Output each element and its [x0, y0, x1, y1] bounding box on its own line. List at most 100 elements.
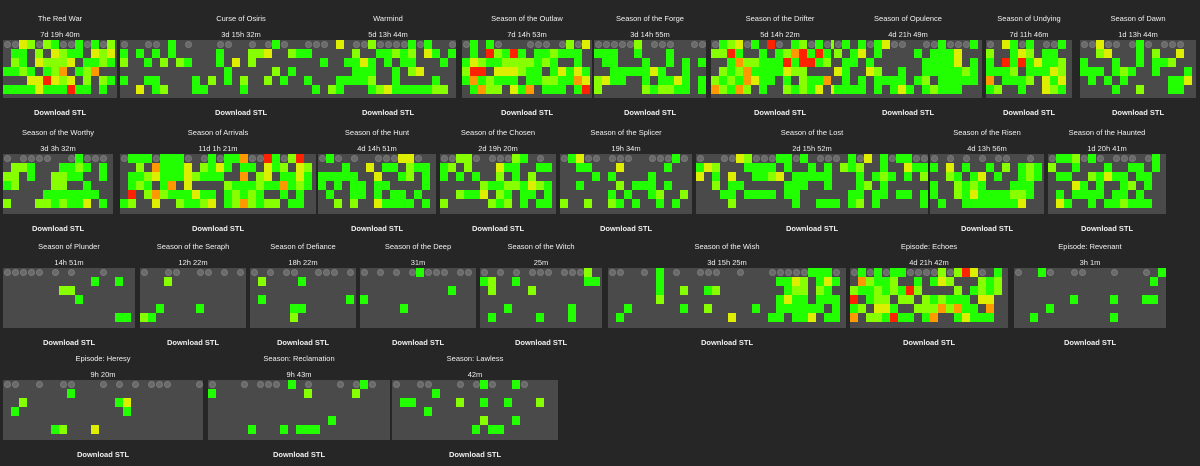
heatmap-cell: [1050, 49, 1058, 58]
triumph-icon: [527, 41, 534, 48]
heatmap-cell: [422, 181, 430, 190]
heatmap-cell: [864, 154, 872, 163]
heatmap-cell: [712, 163, 720, 172]
heatmap-cell: [368, 40, 376, 49]
heatmap-cell: [658, 67, 666, 76]
download-stl-button[interactable]: Download STL: [1111, 108, 1165, 117]
season-playtime: 11d 1h 21m: [198, 144, 238, 153]
heatmap-cell: [1064, 172, 1072, 181]
heatmap-cell: [224, 76, 232, 85]
heatmap-cell: [799, 40, 807, 49]
heatmap-cell: [584, 163, 592, 172]
download-stl-button[interactable]: Download STL: [753, 108, 807, 117]
triumph-icon: [457, 381, 464, 388]
download-stl-button[interactable]: Download STL: [76, 450, 130, 459]
heatmap-cell: [83, 181, 91, 190]
download-stl-button[interactable]: Download STL: [514, 338, 568, 347]
download-stl-button[interactable]: Download STL: [448, 450, 502, 459]
activity-heatmap: [3, 268, 135, 328]
heatmap-cell: [478, 67, 486, 76]
download-stl-button[interactable]: Download STL: [623, 108, 677, 117]
download-stl-button[interactable]: Download STL: [500, 108, 554, 117]
heatmap-cell: [816, 277, 824, 286]
heatmap-cell: [634, 40, 642, 49]
heatmap-cell: [542, 49, 550, 58]
heatmap-cell: [1050, 85, 1058, 94]
download-stl-button[interactable]: Download STL: [33, 108, 87, 117]
triumph-icon: [265, 41, 272, 48]
download-stl-button[interactable]: Download STL: [960, 224, 1014, 233]
heatmap-cell: [424, 40, 432, 49]
download-stl-button[interactable]: Download STL: [391, 338, 445, 347]
triumph-icon: [1049, 155, 1056, 162]
heatmap-cell: [43, 40, 51, 49]
download-stl-button[interactable]: Download STL: [599, 224, 653, 233]
triumph-icon: [377, 41, 384, 48]
download-stl-button[interactable]: Download STL: [166, 338, 220, 347]
heatmap-cell: [970, 268, 978, 277]
download-stl-button[interactable]: Download STL: [361, 108, 415, 117]
heatmap-cell: [880, 163, 888, 172]
heatmap-cell: [986, 67, 994, 76]
heatmap-cell: [432, 76, 440, 85]
heatmap-cell: [874, 304, 882, 313]
triumph-icon: [116, 381, 123, 388]
heatmap-cell: [978, 277, 986, 286]
triumph-icon: [1079, 269, 1086, 276]
download-stl-button[interactable]: Download STL: [1080, 224, 1134, 233]
heatmap-cell: [1018, 76, 1026, 85]
activity-heatmap: [594, 40, 706, 98]
heatmap-cell: [864, 181, 872, 190]
triumph-icon: [20, 269, 27, 276]
heatmap-cell: [11, 181, 19, 190]
download-stl-button[interactable]: Download STL: [31, 224, 85, 233]
heatmap-cell: [856, 181, 864, 190]
heatmap-cell: [168, 49, 176, 58]
download-stl-button[interactable]: Download STL: [700, 338, 754, 347]
heatmap-cell: [67, 58, 75, 67]
download-stl-button[interactable]: Download STL: [881, 108, 935, 117]
triumph-icon: [393, 269, 400, 276]
download-stl-button[interactable]: Download STL: [350, 224, 404, 233]
triumph-icon: [185, 41, 192, 48]
heatmap-cell: [160, 181, 168, 190]
heatmap-cell: [1026, 190, 1034, 199]
download-stl-button[interactable]: Download STL: [276, 338, 330, 347]
heatmap-cell: [91, 425, 99, 434]
heatmap-cell: [350, 181, 358, 190]
heatmap-cell: [136, 181, 144, 190]
heatmap-cell: [494, 49, 502, 58]
heatmap-cell: [824, 277, 832, 286]
heatmap-cell: [898, 76, 906, 85]
heatmap-cell: [1096, 40, 1104, 49]
download-stl-button[interactable]: Download STL: [214, 108, 268, 117]
download-stl-button[interactable]: Download STL: [1063, 338, 1117, 347]
download-stl-button[interactable]: Download STL: [902, 338, 956, 347]
download-stl-button[interactable]: Download STL: [471, 224, 525, 233]
download-stl-button[interactable]: Download STL: [42, 338, 96, 347]
heatmap-cell: [930, 85, 938, 94]
heatmap-cell: [938, 85, 946, 94]
download-stl-button[interactable]: Download STL: [191, 224, 245, 233]
heatmap-cell: [43, 67, 51, 76]
download-stl-button[interactable]: Download STL: [785, 224, 839, 233]
heatmap-cell: [99, 172, 107, 181]
heatmap-cell: [232, 181, 240, 190]
heatmap-cell: [488, 199, 496, 208]
heatmap-cell: [1018, 85, 1026, 94]
heatmap-cell: [1112, 58, 1120, 67]
season-playtime: 7d 14h 53m: [507, 30, 547, 39]
activity-heatmap: [140, 268, 246, 328]
triumph-icon: [100, 269, 107, 276]
download-stl-button[interactable]: Download STL: [1002, 108, 1056, 117]
heatmap-cell: [1136, 199, 1144, 208]
triumph-icon: [681, 155, 688, 162]
triumph-icon: [817, 155, 824, 162]
heatmap-cell: [784, 163, 792, 172]
heatmap-cell: [874, 295, 882, 304]
heatmap-cell: [83, 76, 91, 85]
heatmap-cell: [832, 313, 840, 322]
season-title: Season of the Splicer: [590, 128, 662, 137]
download-stl-button[interactable]: Download STL: [272, 450, 326, 459]
heatmap-cell: [938, 304, 946, 313]
